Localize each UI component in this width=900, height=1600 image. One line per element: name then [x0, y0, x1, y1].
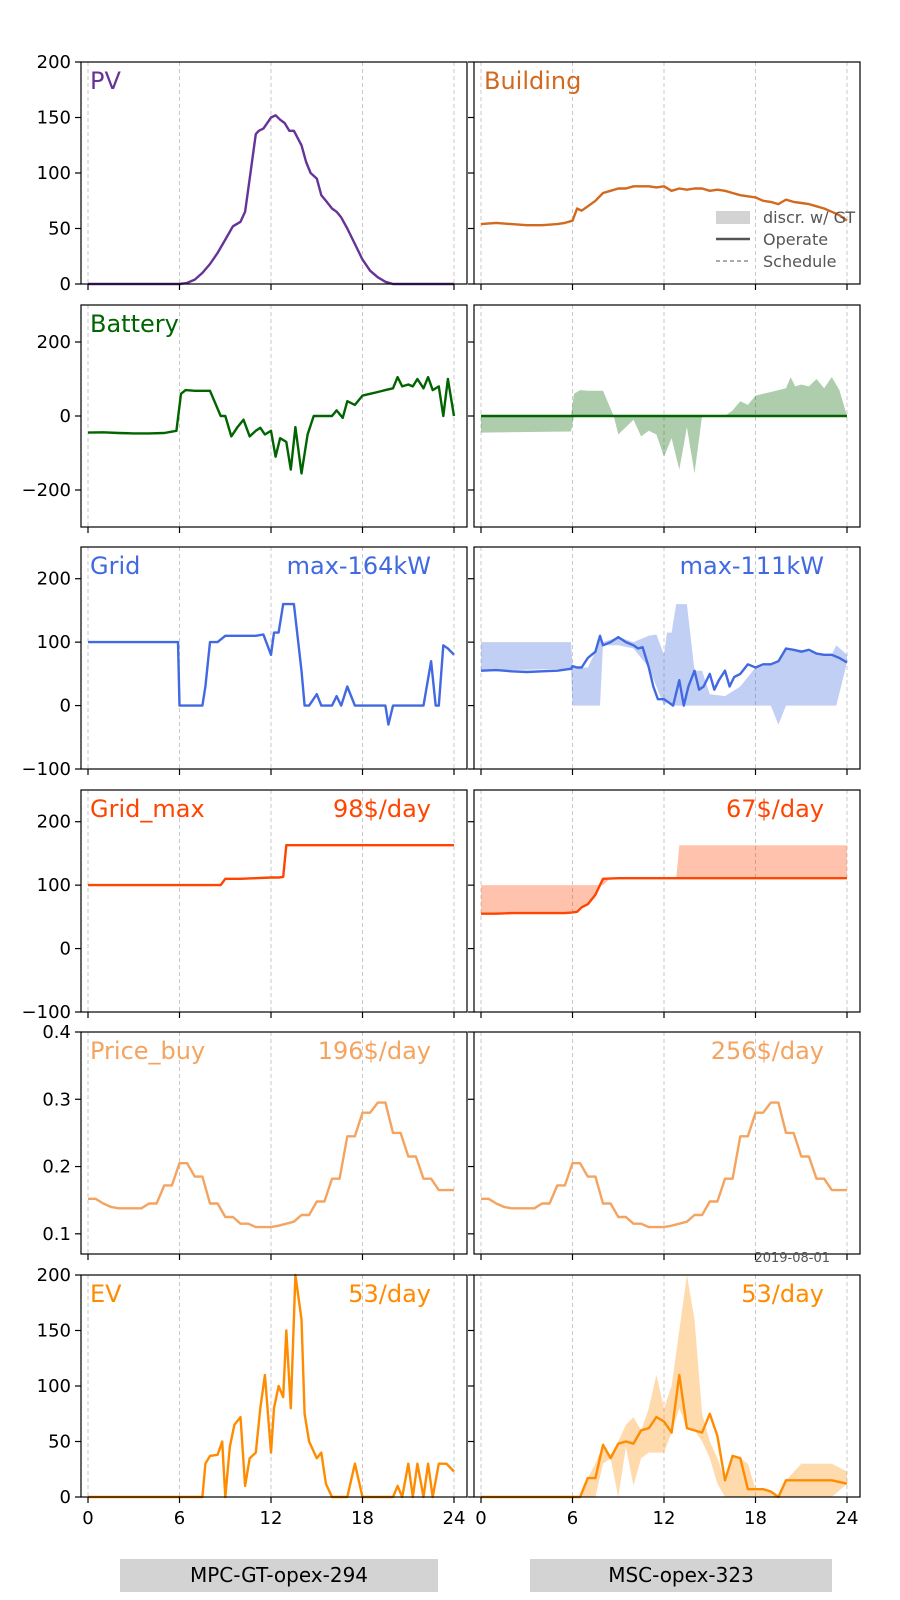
grid_max-panel-left: −100 0 100 200 Grid_max 98$/day: [22, 789, 468, 1023]
battery-panel-right: [468, 304, 861, 533]
ev-annotation-right: 53/day: [741, 1280, 824, 1308]
grid-discrepancy-band: [481, 604, 847, 725]
y-tick-label: 100: [37, 1376, 71, 1397]
battery-title: Battery: [90, 310, 179, 338]
x-tick-label: 6: [567, 1508, 578, 1529]
y-tick-label: 200: [37, 332, 71, 353]
y-tick-label: 0.2: [42, 1157, 71, 1178]
building-series-line: [480, 185, 848, 227]
y-tick-label: 0: [60, 696, 71, 717]
grid-series-line: [480, 634, 848, 707]
x-tick-label: 24: [836, 1508, 859, 1529]
battery-discrepancy-band: [481, 377, 847, 474]
right-panel-label: MSC-opex-323: [530, 1559, 832, 1592]
y-tick-label: 50: [48, 219, 71, 240]
y-tick-label: 200: [37, 52, 71, 73]
y-tick-label: 0.3: [42, 1089, 71, 1110]
price_buy-annotation-right: 256$/day: [711, 1037, 824, 1065]
y-tick-label: 100: [37, 163, 71, 184]
pv-title: PV: [90, 67, 121, 95]
pv-series-line: [88, 114, 454, 286]
grid_max-series-line: [88, 844, 454, 887]
grid-annotation-right: max-111kW: [680, 552, 824, 580]
x-tick-label: 18: [744, 1508, 767, 1529]
grid-panel-left: −100 0 100 200 Grid max-164kW: [22, 546, 468, 780]
y-tick-label: 200: [37, 569, 71, 590]
building-panel-right: Building: [468, 61, 861, 290]
y-tick-label: −100: [22, 759, 71, 780]
y-tick-label: 200: [37, 812, 71, 833]
y-tick-label: −200: [22, 480, 71, 501]
y-tick-label: 100: [37, 632, 71, 653]
legend-swatch-band: [716, 211, 750, 224]
panel-frame: [473, 1031, 861, 1255]
y-tick-label: 0.4: [42, 1022, 71, 1043]
legend-label-operate: Operate: [763, 230, 828, 249]
panel-frame: [473, 61, 861, 285]
x-tick-label: 12: [653, 1508, 676, 1529]
x-tick-label: 24: [443, 1508, 466, 1529]
x-tick-label: 6: [174, 1508, 185, 1529]
panel-frame: [80, 546, 468, 770]
ev-series-line: [88, 1273, 455, 1499]
ev-panel-right: 0 6 12 18 24 53/day: [468, 1274, 861, 1529]
y-tick-label: 0: [60, 274, 71, 295]
grid_max-annotation-right: 67$/day: [726, 795, 824, 823]
y-tick-label: 100: [37, 875, 71, 896]
y-tick-label: 50: [48, 1432, 71, 1453]
price_buy-annotation-left: 196$/day: [318, 1037, 431, 1065]
panel-frame: [80, 61, 468, 285]
panel-frame: [473, 789, 861, 1013]
price_buy-series-line: [88, 1101, 454, 1229]
grid_max-panel-right: 67$/day: [468, 789, 861, 1018]
price_buy-title: Price_buy: [90, 1037, 205, 1065]
y-tick-label: 0: [60, 406, 71, 427]
legend: discr. w/ GT Operate Schedule: [716, 208, 855, 271]
y-tick-label: 0: [60, 1487, 71, 1508]
y-tick-label: 150: [37, 1321, 71, 1342]
x-tick-label: 12: [260, 1508, 283, 1529]
date-label: 2019-08-01: [754, 1251, 830, 1266]
grid-title: Grid: [90, 552, 140, 580]
y-tick-label: −100: [22, 1002, 71, 1023]
price_buy-panel-right: 256$/day: [468, 1031, 861, 1260]
pv-panel-left: 0 50 100 150 200 PV: [37, 52, 468, 295]
ev-annotation-left: 53/day: [348, 1280, 431, 1308]
ev-panel-left: 0 6 12 18 24 0 50 100 150 200 EV 53/day: [37, 1265, 468, 1529]
grid-panel-right: max-111kW: [468, 546, 861, 775]
left-panel-label: MPC-GT-opex-294: [120, 1559, 438, 1592]
panel-frame: [80, 304, 468, 528]
ev-discrepancy-band: [481, 1275, 847, 1497]
panel-frame: [473, 546, 861, 770]
legend-label-discr: discr. w/ GT: [763, 208, 855, 227]
grid_max-title: Grid_max: [90, 795, 205, 823]
panel-frame: [80, 789, 468, 1013]
x-tick-label: 0: [475, 1508, 486, 1529]
y-tick-label: 0.1: [42, 1224, 71, 1245]
price_buy-panel-left: 0.1 0.2 0.3 0.4 Price_buy 196$/day: [42, 1022, 468, 1260]
battery-panel-left: −200 0 200 Battery: [22, 304, 468, 533]
legend-label-schedule: Schedule: [763, 252, 837, 271]
battery-series-line: [87, 375, 456, 475]
grid_max-annotation-left: 98$/day: [333, 795, 431, 823]
x-tick-label: 0: [82, 1508, 93, 1529]
x-tick-label: 18: [351, 1508, 374, 1529]
y-tick-label: 200: [37, 1265, 71, 1286]
price_buy-series-line: [481, 1101, 847, 1229]
y-tick-label: 0: [60, 939, 71, 960]
y-tick-label: 150: [37, 108, 71, 129]
ev-title: EV: [90, 1280, 122, 1308]
ev-series-line: [481, 1373, 848, 1499]
panel-frame: [80, 1031, 468, 1255]
grid_max-discrepancy-band: [481, 845, 847, 914]
grid-annotation-left: max-164kW: [287, 552, 431, 580]
grid-series-line: [88, 602, 455, 726]
grid_max-series-line: [481, 877, 847, 915]
building-title: Building: [484, 67, 581, 95]
